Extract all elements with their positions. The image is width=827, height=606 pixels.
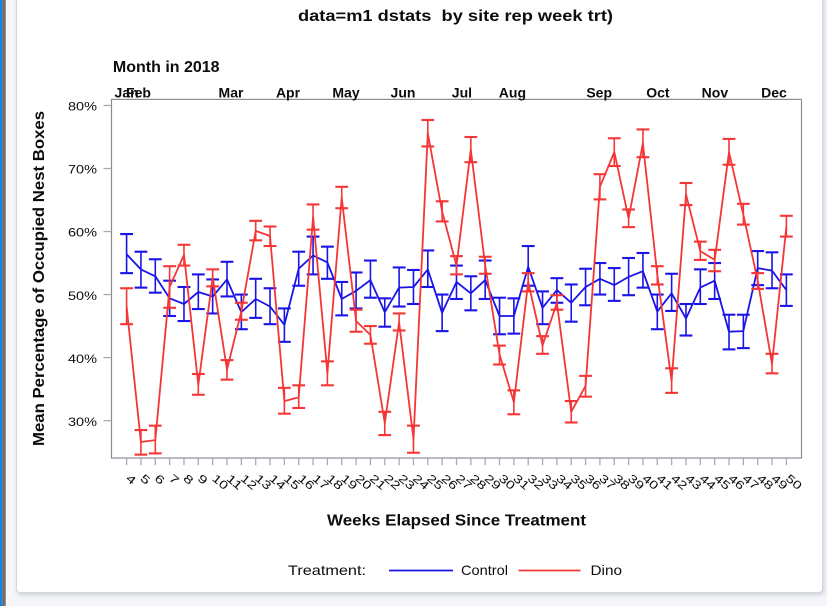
x-tick-label: 6 <box>152 473 167 488</box>
month-label: Oct <box>646 85 670 101</box>
x-tick-label: 8 <box>181 473 196 488</box>
x-tick-label: 4 <box>123 473 138 489</box>
month-label: Feb <box>126 85 151 101</box>
y-tick-label: 30% <box>68 417 97 429</box>
month-label: Mar <box>219 85 244 101</box>
x-tick-label: 9 <box>195 473 210 488</box>
series-line <box>125 132 788 443</box>
legend-label-dino: Dino <box>591 562 623 578</box>
month-label: Jun <box>391 85 416 101</box>
window-edge-border <box>2 0 6 606</box>
x-tick-label: 50 <box>783 473 804 493</box>
month-label: Apr <box>276 85 301 101</box>
x-tick-label: 7 <box>166 473 181 488</box>
x-axis-title: Weeks Elapsed Since Treatment <box>327 513 587 530</box>
month-label: Jan <box>115 85 139 101</box>
y-tick-label: 70% <box>68 165 97 177</box>
x-tick-label: 5 <box>137 473 152 488</box>
y-tick-label: 80% <box>68 102 97 114</box>
month-label: May <box>332 85 359 101</box>
month-label: Nov <box>702 85 729 101</box>
month-label: Dec <box>761 85 787 101</box>
legend-label-control: Control <box>461 562 508 578</box>
month-label: Aug <box>499 85 526 101</box>
chart-title: data=m1 dstats by site rep week trt) <box>298 8 613 25</box>
y-axis-title: Mean Percentage of Occupied Nest Boxes <box>31 111 48 446</box>
y-tick-label: 60% <box>68 228 97 240</box>
y-tick-label: 40% <box>68 354 97 366</box>
series-dino <box>120 118 793 456</box>
plot-area: 30%40%50%60%70%80%4 5 6 7 8 9 1011121314151617… <box>68 85 804 494</box>
y-tick-label: 50% <box>68 291 97 303</box>
month-label: Jul <box>452 85 472 101</box>
legend-title: Treatment: <box>288 562 366 578</box>
month-label: Sep <box>586 85 612 101</box>
series-line <box>125 253 788 333</box>
window-edge-accent <box>0 0 2 606</box>
legend: Treatment: Control Dino <box>288 562 622 578</box>
top-axis-title: Month in 2018 <box>113 59 220 76</box>
